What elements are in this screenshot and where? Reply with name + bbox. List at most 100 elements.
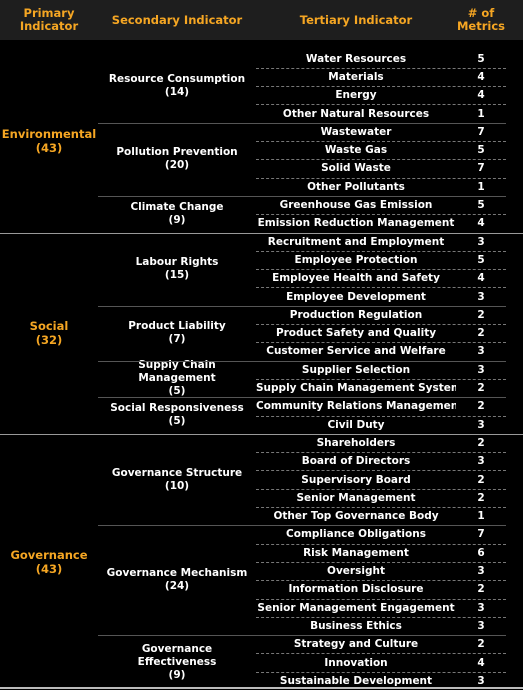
tertiary-indicator: Senior Management <box>296 491 416 504</box>
metric-count: 3 <box>477 565 485 578</box>
table-row: Other Natural Resources 1 <box>256 104 506 122</box>
secondary-indicator-count: (24) <box>164 580 190 593</box>
table-row: Production Regulation 2 <box>256 306 506 324</box>
table-row: Customer Service and Welfare 3 <box>256 342 506 360</box>
metric-count: 2 <box>477 327 485 340</box>
metric-count: 2 <box>477 400 485 413</box>
tertiary-indicator: Strategy and Culture <box>293 638 419 651</box>
table-row: Emission Reduction Management 4 <box>256 214 506 232</box>
metric-count: 1 <box>477 180 485 193</box>
table-bottom-rule <box>0 687 523 689</box>
secondary-indicator: Resource Consumption (14) <box>98 50 256 123</box>
table-row: Shareholders 2 <box>256 434 506 452</box>
metric-count: 2 <box>477 583 485 596</box>
table-row: Wastewater 7 <box>256 123 506 141</box>
tertiary-indicator: Innovation <box>324 656 388 669</box>
table-row: Waste Gas 5 <box>256 141 506 159</box>
secondary-indicator: Pollution Prevention (20) <box>98 123 256 196</box>
tertiary-indicator: Waste Gas <box>324 144 388 157</box>
secondary-divider <box>98 360 506 362</box>
table-row: Senior Management Engagement 3 <box>256 599 506 617</box>
table-header <box>0 0 523 40</box>
tertiary-indicator: Solid Waste <box>321 162 391 175</box>
secondary-divider <box>98 305 506 307</box>
table-row: Oversight 3 <box>256 562 506 580</box>
tertiary-indicator: Other Pollutants <box>307 180 405 193</box>
secondary-indicator-count: (10) <box>164 479 190 492</box>
primary-indicator-name: Environmental <box>1 127 97 141</box>
metric-count: 1 <box>477 107 485 120</box>
secondary-indicator: Labour Rights (15) <box>98 233 256 306</box>
secondary-indicator: Governance Effectiveness (9) <box>98 635 256 690</box>
metric-count: 5 <box>477 144 485 157</box>
tertiary-indicator: Production Regulation <box>289 308 423 321</box>
row-divider <box>256 141 506 142</box>
secondary-indicator-name: Climate Change <box>130 201 224 214</box>
table-row: Business Ethics 3 <box>256 617 506 635</box>
tertiary-indicator: Product Safety and Quality <box>275 327 437 340</box>
row-divider <box>256 616 506 618</box>
tertiary-indicator: Materials <box>328 70 384 83</box>
secondary-divider <box>98 195 506 197</box>
tertiary-indicator: Employee Protection <box>294 253 418 266</box>
metric-count: 2 <box>477 382 485 395</box>
table-row: Greenhouse Gas Emission 5 <box>256 196 506 214</box>
row-divider <box>256 507 506 508</box>
metric-count: 2 <box>477 436 485 449</box>
table-row: Strategy and Culture 2 <box>256 635 506 653</box>
secondary-indicator-name: Labour Rights <box>135 256 219 269</box>
tertiary-indicator: Business Ethics <box>310 619 402 632</box>
secondary-indicator-name: Supply Chain Management <box>138 359 216 385</box>
table-row: Board of Directors 3 <box>256 452 506 470</box>
metric-count: 4 <box>477 70 485 83</box>
primary-indicator-count: (43) <box>35 561 63 576</box>
secondary-indicator-count: (14) <box>164 86 190 99</box>
row-divider <box>256 653 506 655</box>
tertiary-indicator: Energy <box>335 89 377 102</box>
primary-indicator-name: Social <box>29 319 69 334</box>
tertiary-indicator: Other Top Governance Body <box>273 510 439 523</box>
primary-divider <box>0 232 523 234</box>
table-row: Supplier Selection 3 <box>256 361 506 379</box>
row-divider <box>256 580 506 582</box>
table-row: Water Resources 5 <box>256 50 506 68</box>
metric-count: 3 <box>477 235 485 248</box>
row-divider <box>256 543 506 545</box>
primary-indicator-count: (32) <box>35 333 63 348</box>
secondary-indicator-name: Governance Effectiveness <box>137 643 217 669</box>
table-row: Community Relations Management 2 <box>256 397 506 415</box>
metric-count: 2 <box>477 308 485 321</box>
metric-count: 3 <box>477 418 485 431</box>
row-divider <box>256 452 506 454</box>
row-divider <box>256 214 506 216</box>
metric-count: 3 <box>477 290 485 303</box>
header-tertiary-label: Tertiary Indicator <box>299 12 413 27</box>
table-row: Risk Management 6 <box>256 544 506 562</box>
secondary-divider <box>98 122 506 124</box>
tertiary-indicator: Other Natural Resources <box>282 107 430 120</box>
table-row: Other Pollutants 1 <box>256 178 506 196</box>
table-row: Senior Management 2 <box>256 489 506 507</box>
metric-count: 5 <box>477 253 485 266</box>
row-divider <box>256 250 506 252</box>
row-divider <box>256 159 506 161</box>
secondary-indicator-count: (5) <box>168 415 186 428</box>
row-divider <box>256 470 506 472</box>
table-row: Employee Protection 5 <box>256 251 506 269</box>
table-row: Solid Waste 7 <box>256 159 506 177</box>
tertiary-indicator: Supply Chain Management System <box>256 382 456 395</box>
tertiary-indicator: Supervisory Board <box>301 473 411 486</box>
header-secondary: Secondary Indicator <box>98 0 256 40</box>
row-divider <box>256 324 506 325</box>
tertiary-indicator: Employee Health and Safety <box>272 272 440 285</box>
metric-count: 4 <box>477 272 485 285</box>
secondary-indicator: Product Liability (7) <box>98 306 256 361</box>
secondary-indicator: Climate Change (9) <box>98 196 256 233</box>
row-divider <box>256 488 506 490</box>
secondary-divider <box>98 525 506 527</box>
metric-count: 4 <box>477 217 485 230</box>
primary-divider <box>0 433 523 435</box>
secondary-indicator-name: Product Liability <box>128 320 226 333</box>
row-divider <box>256 287 506 289</box>
metric-count: 3 <box>477 619 485 632</box>
